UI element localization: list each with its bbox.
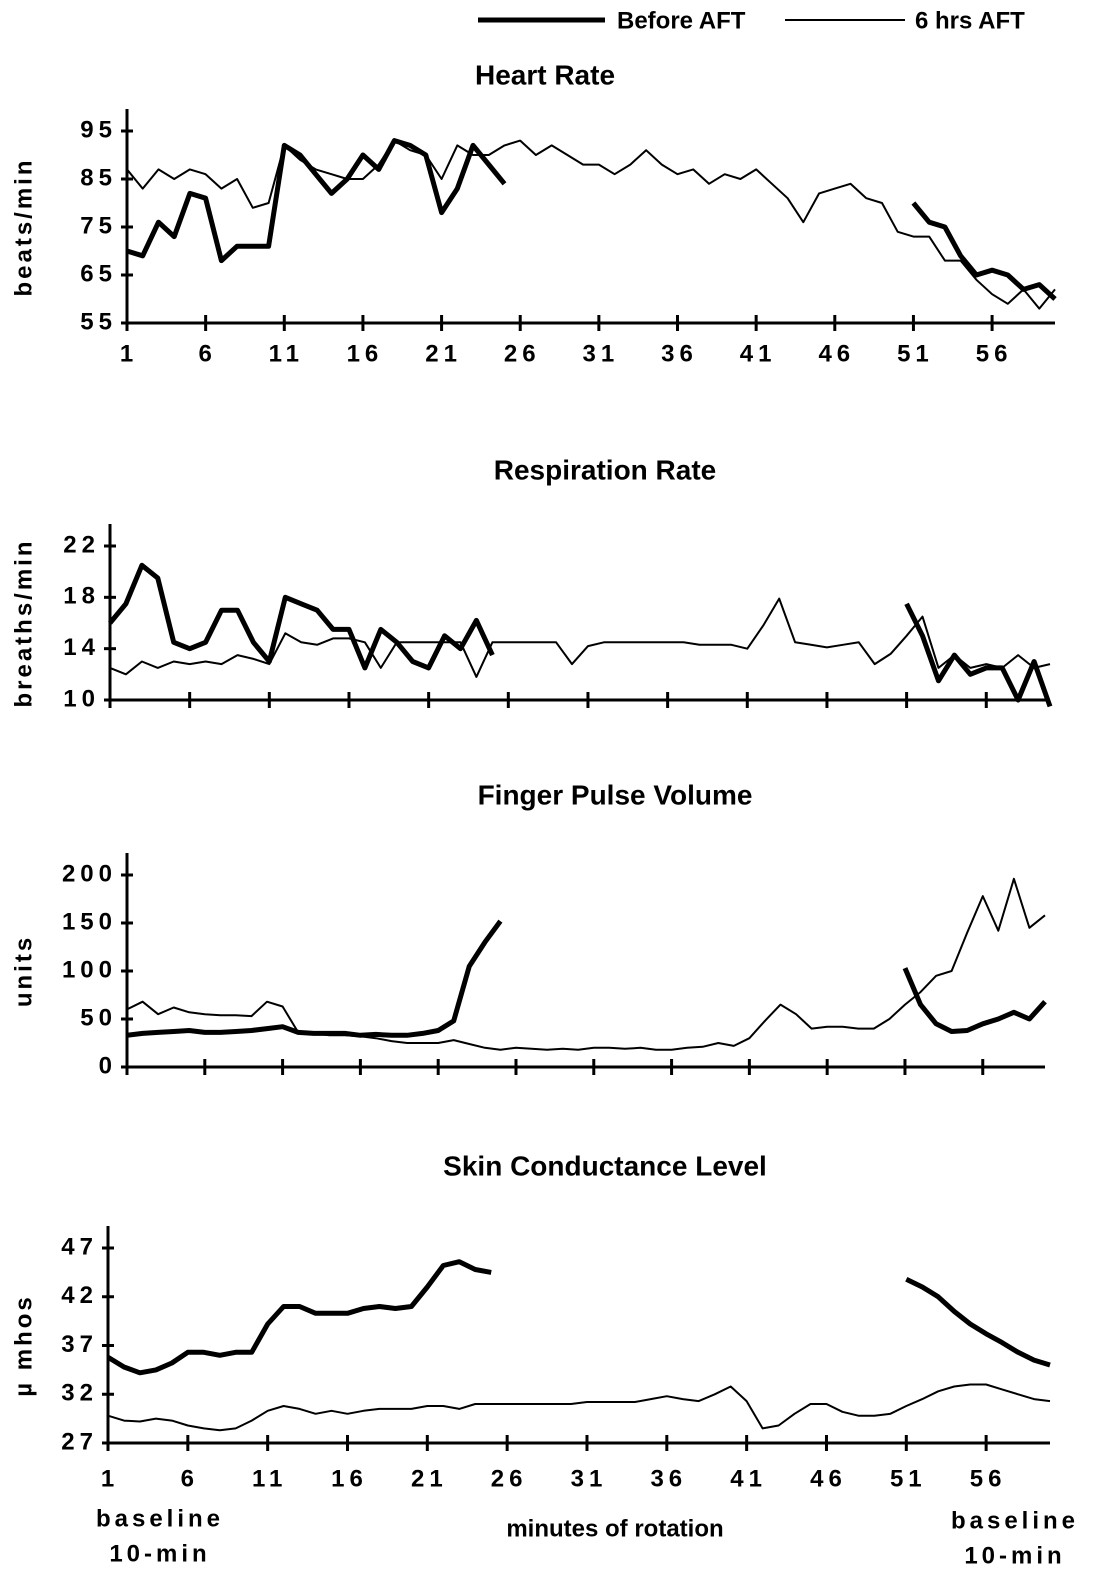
y-tick-label: 55 xyxy=(80,308,117,335)
chart-title: Skin Conductance Level xyxy=(443,1150,767,1181)
y-tick-label: 0 xyxy=(99,1052,117,1079)
x-tick-label: 31 xyxy=(571,1465,608,1492)
x-tick-label: 21 xyxy=(411,1465,448,1492)
y-tick-label: 50 xyxy=(80,1004,117,1031)
x-tick-label: 31 xyxy=(583,340,620,367)
data-line xyxy=(108,562,1053,708)
x-tick-label: 36 xyxy=(661,340,698,367)
x-tick-label: 46 xyxy=(818,340,855,367)
x-tick-label: 1 xyxy=(101,1465,119,1492)
y-axis-label: breaths/min xyxy=(10,538,37,707)
x-tick-label: 51 xyxy=(897,340,934,367)
y-axis-label: units xyxy=(10,935,37,1007)
y-axis-label: µ mhos xyxy=(10,1294,37,1397)
x-tick-label: 21 xyxy=(425,340,462,367)
y-tick-label: 37 xyxy=(61,1331,98,1358)
data-line xyxy=(126,138,1057,301)
x-tick-label: 6 xyxy=(181,1465,199,1492)
x-tick-label: 41 xyxy=(730,1465,767,1492)
x-tick-label: 16 xyxy=(347,340,384,367)
annotation: baseline xyxy=(96,1505,224,1532)
y-axis-label: beats/min xyxy=(10,157,37,296)
y-tick-label: 32 xyxy=(61,1380,98,1407)
x-tick-label: 41 xyxy=(740,340,777,367)
x-tick-label: 11 xyxy=(269,340,304,367)
annotation: baseline xyxy=(951,1507,1079,1534)
y-tick-label: 150 xyxy=(62,908,117,935)
y-tick-label: 65 xyxy=(80,260,117,287)
y-tick-label: 75 xyxy=(80,212,117,239)
x-tick-label: 16 xyxy=(331,1465,368,1492)
y-tick-label: 18 xyxy=(63,583,100,610)
x-tick-label: 36 xyxy=(650,1465,687,1492)
legend-label: 6 hrs AFT xyxy=(915,7,1025,34)
data-line xyxy=(126,919,1047,1038)
legend-label: Before AFT xyxy=(617,7,746,34)
y-tick-label: 100 xyxy=(62,956,117,983)
annotation: 10-min xyxy=(109,1540,210,1567)
y-tick-label: 14 xyxy=(63,634,100,661)
data-line xyxy=(107,1383,1051,1432)
y-tick-label: 200 xyxy=(62,860,117,887)
y-tick-label: 27 xyxy=(61,1428,98,1455)
x-tick-label: 1 xyxy=(120,340,138,367)
y-tick-label: 42 xyxy=(61,1282,98,1309)
data-line xyxy=(126,877,1046,1051)
y-tick-label: 85 xyxy=(80,164,117,191)
data-line xyxy=(106,1259,1051,1376)
data-line xyxy=(109,597,1051,678)
annotation: 10-min xyxy=(964,1542,1065,1569)
x-tick-label: 6 xyxy=(198,340,216,367)
x-tick-label: 56 xyxy=(970,1465,1007,1492)
x-tick-label: 26 xyxy=(491,1465,528,1492)
y-tick-label: 47 xyxy=(61,1233,98,1260)
y-tick-label: 22 xyxy=(63,531,100,558)
x-tick-label: 51 xyxy=(890,1465,927,1492)
x-tick-label: 26 xyxy=(504,340,541,367)
data-line xyxy=(126,139,1056,310)
y-tick-label: 10 xyxy=(63,685,100,712)
chart-title: Heart Rate xyxy=(475,59,615,90)
x-tick-label: 56 xyxy=(976,340,1013,367)
x-tick-label: 11 xyxy=(252,1465,287,1492)
x-axis-label: minutes of rotation xyxy=(506,1515,723,1542)
chart-title: Respiration Rate xyxy=(494,454,717,485)
y-tick-label: 95 xyxy=(80,116,117,143)
chart-title: Finger Pulse Volume xyxy=(478,779,753,810)
x-tick-label: 46 xyxy=(810,1465,847,1492)
